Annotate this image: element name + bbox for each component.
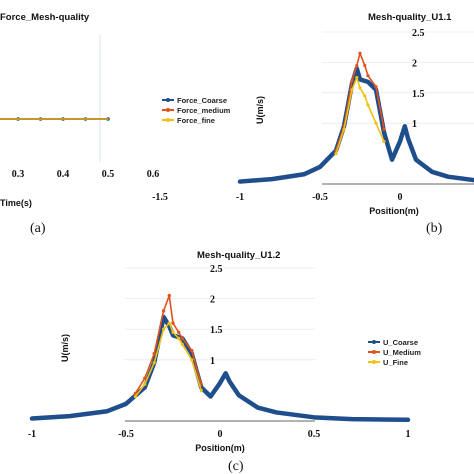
panel-c: Mesh-quality_U1.2 -1.5-1-0.500.511.5 2.5… <box>28 250 421 474</box>
panel-b-x-axis-label: Position(m) <box>369 206 419 216</box>
panel-a-x-tick-label: 0.6 <box>147 169 160 180</box>
data-point-fine <box>374 121 378 125</box>
panel-a: Force_Mesh-quality 0.3 0.4 0.5 0.6 Time(s) … <box>0 12 231 236</box>
panel-b-y-tick-label: 1 <box>412 119 417 130</box>
panel-a-x-tick-label: 0.5 <box>102 169 115 180</box>
panel-c-legend-entry-fine: U_Fine <box>383 358 408 367</box>
panel-c-y-tick-label: 1 <box>210 356 215 367</box>
data-point-medium <box>363 63 367 68</box>
series-line-fine <box>134 322 202 398</box>
panel-c-x-tick-label: 1 <box>406 429 411 440</box>
panel-a-legend-entry-fine: Force_fine <box>177 116 215 125</box>
panel-c-series <box>29 293 411 423</box>
panel-c-y-tick-label: 2 <box>210 295 215 306</box>
panel-b-y-tick-label: 1.5 <box>412 89 425 100</box>
panel-b-y-tick-label: 2.5 <box>412 28 425 39</box>
panel-a-legend-entry-medium: Force_medium <box>177 106 231 115</box>
data-point-medium <box>161 309 166 313</box>
panel-c-x-ticks: -1.5-1-0.500.511.5 <box>28 429 411 440</box>
data-point-fine <box>190 358 194 362</box>
panel-a-title: Force_Mesh-quality <box>0 12 90 23</box>
data-point-medium <box>167 293 171 298</box>
panel-c-legend-marker-coarse <box>372 340 376 344</box>
data-point-fine <box>363 94 367 98</box>
panel-c-y-tick-label: 1.5 <box>210 325 223 336</box>
panel-a-x-tick-label: 0.3 <box>12 169 25 180</box>
panel-b-label: (b) <box>426 221 443 236</box>
panel-b-x-tick-label: -0.5 <box>312 192 328 203</box>
data-point-medium <box>382 127 386 131</box>
data-point-fine <box>171 330 175 334</box>
panel-c-x-axis-label: Position(m) <box>195 443 245 453</box>
data-point-fine <box>355 76 359 80</box>
panel-c-legend-marker-medium <box>372 350 376 354</box>
panel-c-y-tick-label: 2.5 <box>210 264 223 275</box>
data-point-fine <box>350 88 354 92</box>
panel-c-label: (c) <box>228 459 244 474</box>
data-point-medium <box>171 321 175 325</box>
data-point-medium <box>350 79 354 83</box>
series-line-medium <box>134 294 202 395</box>
data-point-fine <box>177 336 181 340</box>
data-point-medium <box>358 51 362 55</box>
panel-a-legend-entry-coarse: Force_Coarse <box>177 96 227 105</box>
panel-c-legend-marker-fine <box>372 360 376 364</box>
panel-c-legend-entry-medium: U_Medium <box>383 348 421 357</box>
panel-b-y-ticks: 2.5 2 1.5 1 <box>412 28 425 130</box>
data-point-fine <box>133 394 137 399</box>
panel-a-legend-marker-medium <box>166 108 170 112</box>
data-point-fine <box>342 127 346 131</box>
panel-b-x-tick-label: 0 <box>398 192 403 203</box>
panel-b-title: Mesh-quality_U1.1 <box>368 12 452 23</box>
panel-c-y-axis-label: U(m/s) <box>60 334 70 362</box>
panel-c-x-tick-label: 0 <box>218 429 223 440</box>
data-point-fine <box>152 361 156 365</box>
data-point-fine <box>382 139 386 144</box>
panel-c-y-ticks: 2.5 2 1.5 1 <box>210 264 223 367</box>
panel-a-series <box>0 117 110 121</box>
panel-b-series <box>237 51 474 184</box>
data-point-fine <box>366 103 370 107</box>
panel-a-x-ticks: 0.3 0.4 0.5 0.6 <box>12 169 160 180</box>
panel-b-y-axis-label: U(m/s) <box>255 96 265 124</box>
panel-b-x-tick-label: -1.5 <box>152 192 168 203</box>
data-point-fine <box>199 388 203 392</box>
data-point-fine <box>334 152 338 156</box>
panel-a-x-tick-label: 0.4 <box>57 169 70 180</box>
data-point-fine <box>180 342 184 347</box>
panel-a-legend-marker-coarse <box>166 98 170 102</box>
data-point-medium <box>355 63 359 68</box>
panel-c-x-tick-label: -1 <box>28 429 36 440</box>
panel-b-x-tick-label: -1 <box>236 192 244 203</box>
data-point-medium <box>366 74 370 78</box>
data-point-fine <box>358 86 362 90</box>
panel-c-x-tick-label: -0.5 <box>118 429 134 440</box>
panel-b-gridlines <box>322 31 474 124</box>
data-point-medium <box>152 351 156 356</box>
panel-c-title: Mesh-quality_U1.2 <box>197 250 280 261</box>
data-point-medium <box>374 85 378 89</box>
data-point-medium <box>176 330 181 334</box>
panel-a-label: (a) <box>30 221 46 236</box>
data-point-medium <box>180 336 185 341</box>
data-point-medium <box>190 348 194 353</box>
panel-b-y-tick-label: 2 <box>412 58 417 69</box>
panel-b: Mesh-quality_U1.1 -1.5 -1 -0.5 0 2.5 2 1.5 1 U… <box>152 12 474 236</box>
panel-a-x-axis-label: Time(s) <box>0 198 32 208</box>
data-point-fine <box>167 321 171 325</box>
panel-c-legend-entry-coarse: U_Coarse <box>383 338 418 347</box>
series-line-coarse <box>237 66 474 184</box>
panel-c-gridlines <box>125 267 315 361</box>
data-point-medium <box>143 376 147 380</box>
data-point-fine <box>162 327 166 331</box>
panel-c-x-tick-label: 0.5 <box>308 429 321 440</box>
panel-a-legend-marker-fine <box>166 118 170 122</box>
data-point-fine <box>143 382 147 386</box>
panel-b-x-ticks: -1.5 -1 -0.5 0 <box>152 192 402 203</box>
